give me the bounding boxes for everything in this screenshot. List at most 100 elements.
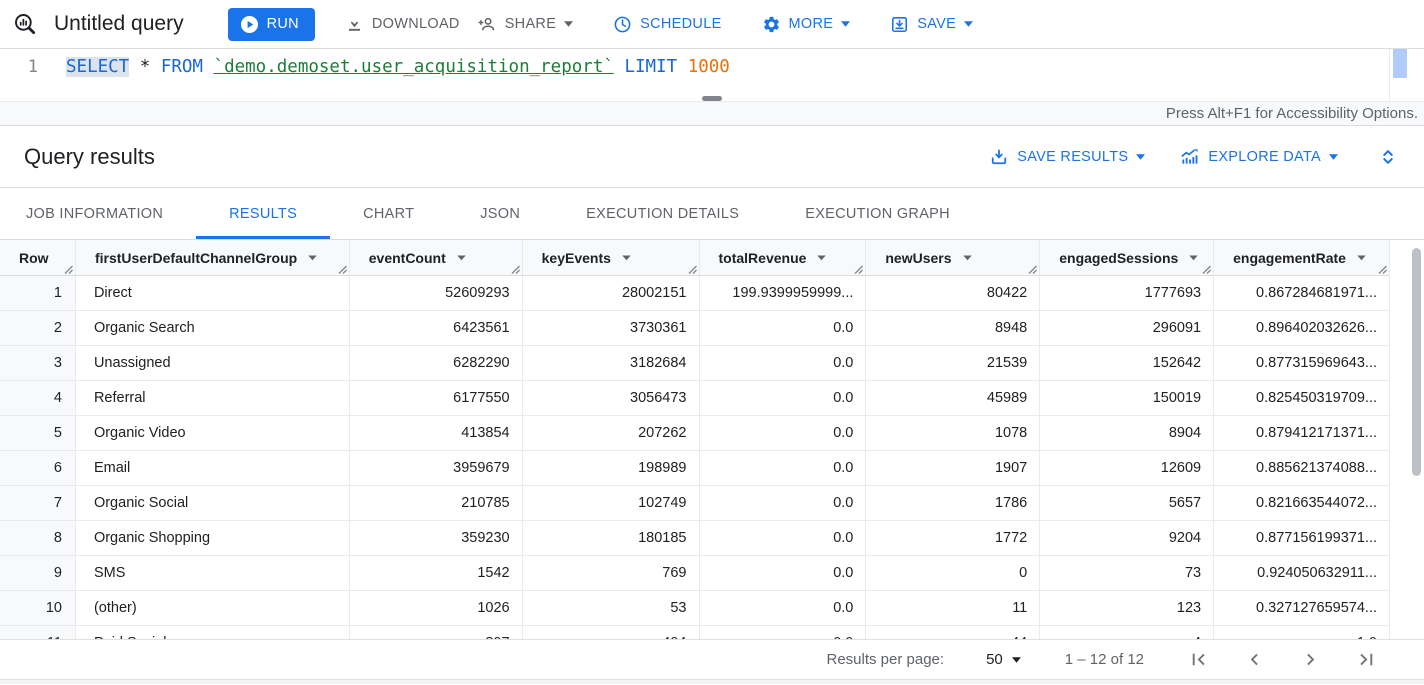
column-sort-caret-icon[interactable] [816,252,827,263]
splitter-drag-handle[interactable] [702,96,722,101]
table-cell-keyEvents[interactable]: 3730361 [523,311,700,345]
row-number-cell[interactable]: 9 [0,556,76,590]
table-cell-firstUserDefaultChannelGroup[interactable]: Organic Social [76,486,350,520]
table-cell-eventCount[interactable]: 52609293 [350,276,523,310]
table-cell-engagementRate[interactable]: 1.0 [1214,626,1389,639]
schedule-button[interactable]: SCHEDULE [605,9,729,40]
table-cell-eventCount[interactable]: 413854 [350,416,523,450]
table-cell-eventCount[interactable]: 3959679 [350,451,523,485]
table-cell-engagedSessions[interactable]: 12609 [1040,451,1215,485]
column-sort-caret-icon[interactable] [621,252,632,263]
table-cell-firstUserDefaultChannelGroup[interactable]: SMS [76,556,350,590]
save-button[interactable]: SAVE [882,9,981,40]
next-page-button[interactable] [1296,646,1324,674]
column-resize-grip-icon[interactable] [1377,264,1387,274]
sql-code-line[interactable]: SELECT * FROM `demo.demoset.user_acquisi… [48,49,730,101]
table-cell-firstUserDefaultChannelGroup[interactable]: Direct [76,276,350,310]
table-cell-engagementRate[interactable]: 0.825450319709... [1256,390,1377,406]
table-cell-engagedSessions[interactable]: 1777693 [1040,276,1215,310]
column-resize-grip-icon[interactable] [1201,264,1212,274]
table-cell-firstUserDefaultChannelGroup[interactable]: Organic Search [76,311,350,345]
table-cell-keyEvents[interactable]: 3056473 [523,381,700,415]
table-cell-engagementRate[interactable]: 0.877315969643... [1256,355,1377,371]
table-cell-newUsers[interactable]: 0 [866,556,1041,590]
table-cell-totalRevenue[interactable]: 0.0 [700,556,867,590]
vertical-scrollbar-thumb[interactable] [1412,248,1421,476]
first-page-button[interactable] [1184,646,1212,674]
row-number-cell[interactable]: 4 [0,381,76,415]
run-button[interactable]: RUN [227,7,315,41]
row-number-cell[interactable]: 10 [0,591,76,625]
table-cell-newUsers[interactable]: 11 [866,591,1041,625]
table-cell-newUsers[interactable]: 1078 [866,416,1041,450]
table-cell-firstUserDefaultChannelGroup[interactable]: Organic Video [76,416,350,450]
table-cell-totalRevenue[interactable]: 0.0 [700,591,867,625]
share-button[interactable]: SHARE [468,9,581,40]
table-cell-engagedSessions[interactable]: 296091 [1040,311,1215,345]
tab-job-information[interactable]: JOB INFORMATION [26,205,164,222]
table-cell-totalRevenue[interactable]: 199.9399959999... [700,276,867,310]
download-button[interactable]: DOWNLOAD [337,9,468,40]
column-header-eventCount[interactable]: eventCount [350,240,523,275]
table-cell-engagedSessions[interactable]: 5657 [1040,486,1215,520]
table-cell-engagementRate[interactable]: 0.327127659574... [1256,600,1377,616]
table-cell-firstUserDefaultChannelGroup[interactable]: (other) [76,591,350,625]
table-cell-engagementRate[interactable]: 0.879412171371... [1256,425,1377,441]
column-resize-grip-icon[interactable] [337,264,347,274]
column-sort-caret-icon[interactable] [456,252,467,263]
table-cell-firstUserDefaultChannelGroup[interactable]: Paid Social [76,626,350,639]
table-cell-engagedSessions[interactable]: 8904 [1040,416,1215,450]
table-cell-keyEvents[interactable]: 769 [523,556,700,590]
table-cell-keyEvents[interactable]: 102749 [523,486,700,520]
table-cell-eventCount[interactable]: 210785 [350,486,523,520]
table-cell-newUsers[interactable]: 45989 [866,381,1041,415]
table-cell-keyEvents[interactable]: 3182684 [523,346,700,380]
table-cell-eventCount[interactable]: 1026 [350,591,523,625]
row-number-cell[interactable]: 11 [0,626,76,639]
more-button[interactable]: MORE [754,9,859,40]
table-cell-totalRevenue[interactable]: 0.0 [700,346,867,380]
table-cell-newUsers[interactable]: 1907 [866,451,1041,485]
tab-execution-graph[interactable]: EXECUTION GRAPH [805,205,950,222]
table-cell-engagedSessions[interactable]: 73 [1040,556,1215,590]
column-sort-caret-icon[interactable] [1188,252,1199,263]
table-cell-eventCount[interactable]: 1542 [350,556,523,590]
column-sort-caret-icon[interactable] [1356,252,1367,263]
row-number-cell[interactable]: 7 [0,486,76,520]
column-resize-grip-icon[interactable] [63,264,73,274]
column-header-Row[interactable]: Row [0,240,76,275]
table-cell-engagedSessions[interactable]: 9204 [1040,521,1215,555]
table-cell-engagementRate[interactable]: 0.867284681971... [1256,285,1377,301]
column-resize-grip-icon[interactable] [853,264,864,274]
table-cell-newUsers[interactable]: 1786 [866,486,1041,520]
column-header-newUsers[interactable]: newUsers [866,240,1041,275]
row-number-cell[interactable]: 3 [0,346,76,380]
table-cell-firstUserDefaultChannelGroup[interactable]: Unassigned [76,346,350,380]
table-cell-eventCount[interactable]: 6423561 [350,311,523,345]
table-cell-keyEvents[interactable]: 180185 [523,521,700,555]
column-sort-caret-icon[interactable] [307,252,318,263]
table-cell-engagedSessions[interactable]: 152642 [1040,346,1215,380]
row-number-cell[interactable]: 6 [0,451,76,485]
table-cell-firstUserDefaultChannelGroup[interactable]: Organic Shopping [76,521,350,555]
last-page-button[interactable] [1352,646,1380,674]
row-number-cell[interactable]: 8 [0,521,76,555]
column-resize-grip-icon[interactable] [510,264,520,274]
table-cell-totalRevenue[interactable]: 0.0 [700,486,867,520]
table-cell-totalRevenue[interactable]: 0.0 [700,451,867,485]
row-number-cell[interactable]: 2 [0,311,76,345]
tab-json[interactable]: JSON [480,205,521,222]
column-resize-grip-icon[interactable] [1027,264,1038,274]
table-cell-firstUserDefaultChannelGroup[interactable]: Referral [76,381,350,415]
table-cell-eventCount[interactable]: 6177550 [350,381,523,415]
table-cell-engagedSessions[interactable]: 150019 [1040,381,1215,415]
table-cell-engagementRate[interactable]: 0.896402032626... [1256,320,1377,336]
table-cell-keyEvents[interactable]: 207262 [523,416,700,450]
previous-page-button[interactable] [1240,646,1268,674]
table-cell-keyEvents[interactable]: 198989 [523,451,700,485]
table-cell-engagementRate[interactable]: 0.877156199371... [1256,530,1377,546]
table-cell-eventCount[interactable]: 359230 [350,521,523,555]
table-cell-totalRevenue[interactable]: 0.0 [700,381,867,415]
column-header-engagementRate[interactable]: engagementRate [1214,240,1389,275]
row-number-cell[interactable]: 1 [0,276,76,310]
